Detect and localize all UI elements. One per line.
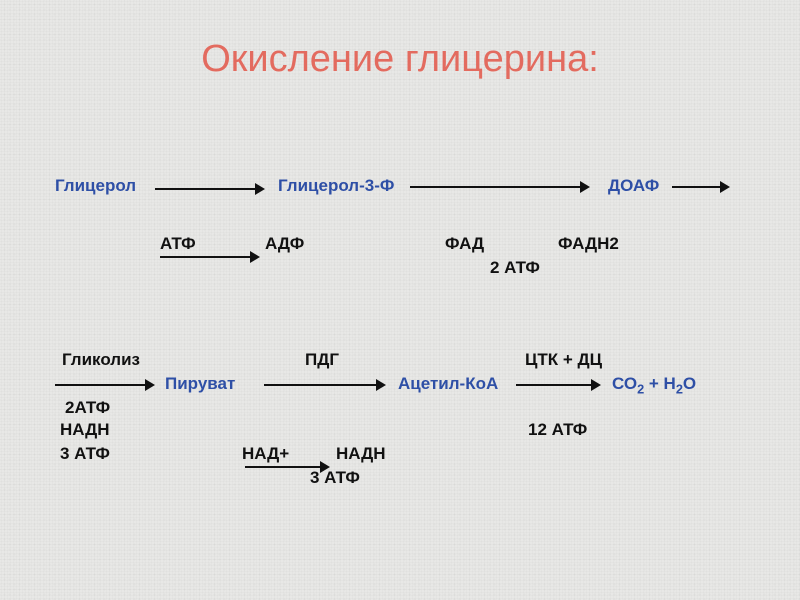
label-glycerol: Глицерол: [55, 176, 136, 196]
label-fadh2: ФАДН2: [558, 234, 619, 254]
label-tca: ЦТК + ДЦ: [525, 350, 602, 370]
label-nadh2: НАДН: [336, 444, 386, 464]
label-atp3b: 3 АТФ: [310, 468, 360, 488]
label-fad: ФАД: [445, 234, 484, 254]
label-acetyl: Ацетил-КоА: [398, 374, 498, 394]
label-nadh1: НАДН: [60, 420, 110, 440]
label-atp2x_a: 2 АТФ: [490, 258, 540, 278]
label-atp12: 12 АТФ: [528, 420, 587, 440]
label-glycerol3p: Глицерол-3-Ф: [278, 176, 394, 196]
label-pdg: ПДГ: [305, 350, 339, 370]
label-nadplus: НАД+: [242, 444, 289, 464]
label-pyruvate: Пируват: [165, 374, 235, 394]
label-adp1: АДФ: [265, 234, 304, 254]
label-glycolysis: Гликолиз: [62, 350, 140, 370]
label-atp3a: 3 АТФ: [60, 444, 110, 464]
label-atp1: АТФ: [160, 234, 196, 254]
page-title: Окисление глицерина:: [0, 38, 800, 81]
label-atp2x_b: 2АТФ: [65, 398, 110, 418]
label-doaf: ДОАФ: [608, 176, 659, 196]
label-co2h2o: СО2 + Н2О: [612, 374, 696, 396]
